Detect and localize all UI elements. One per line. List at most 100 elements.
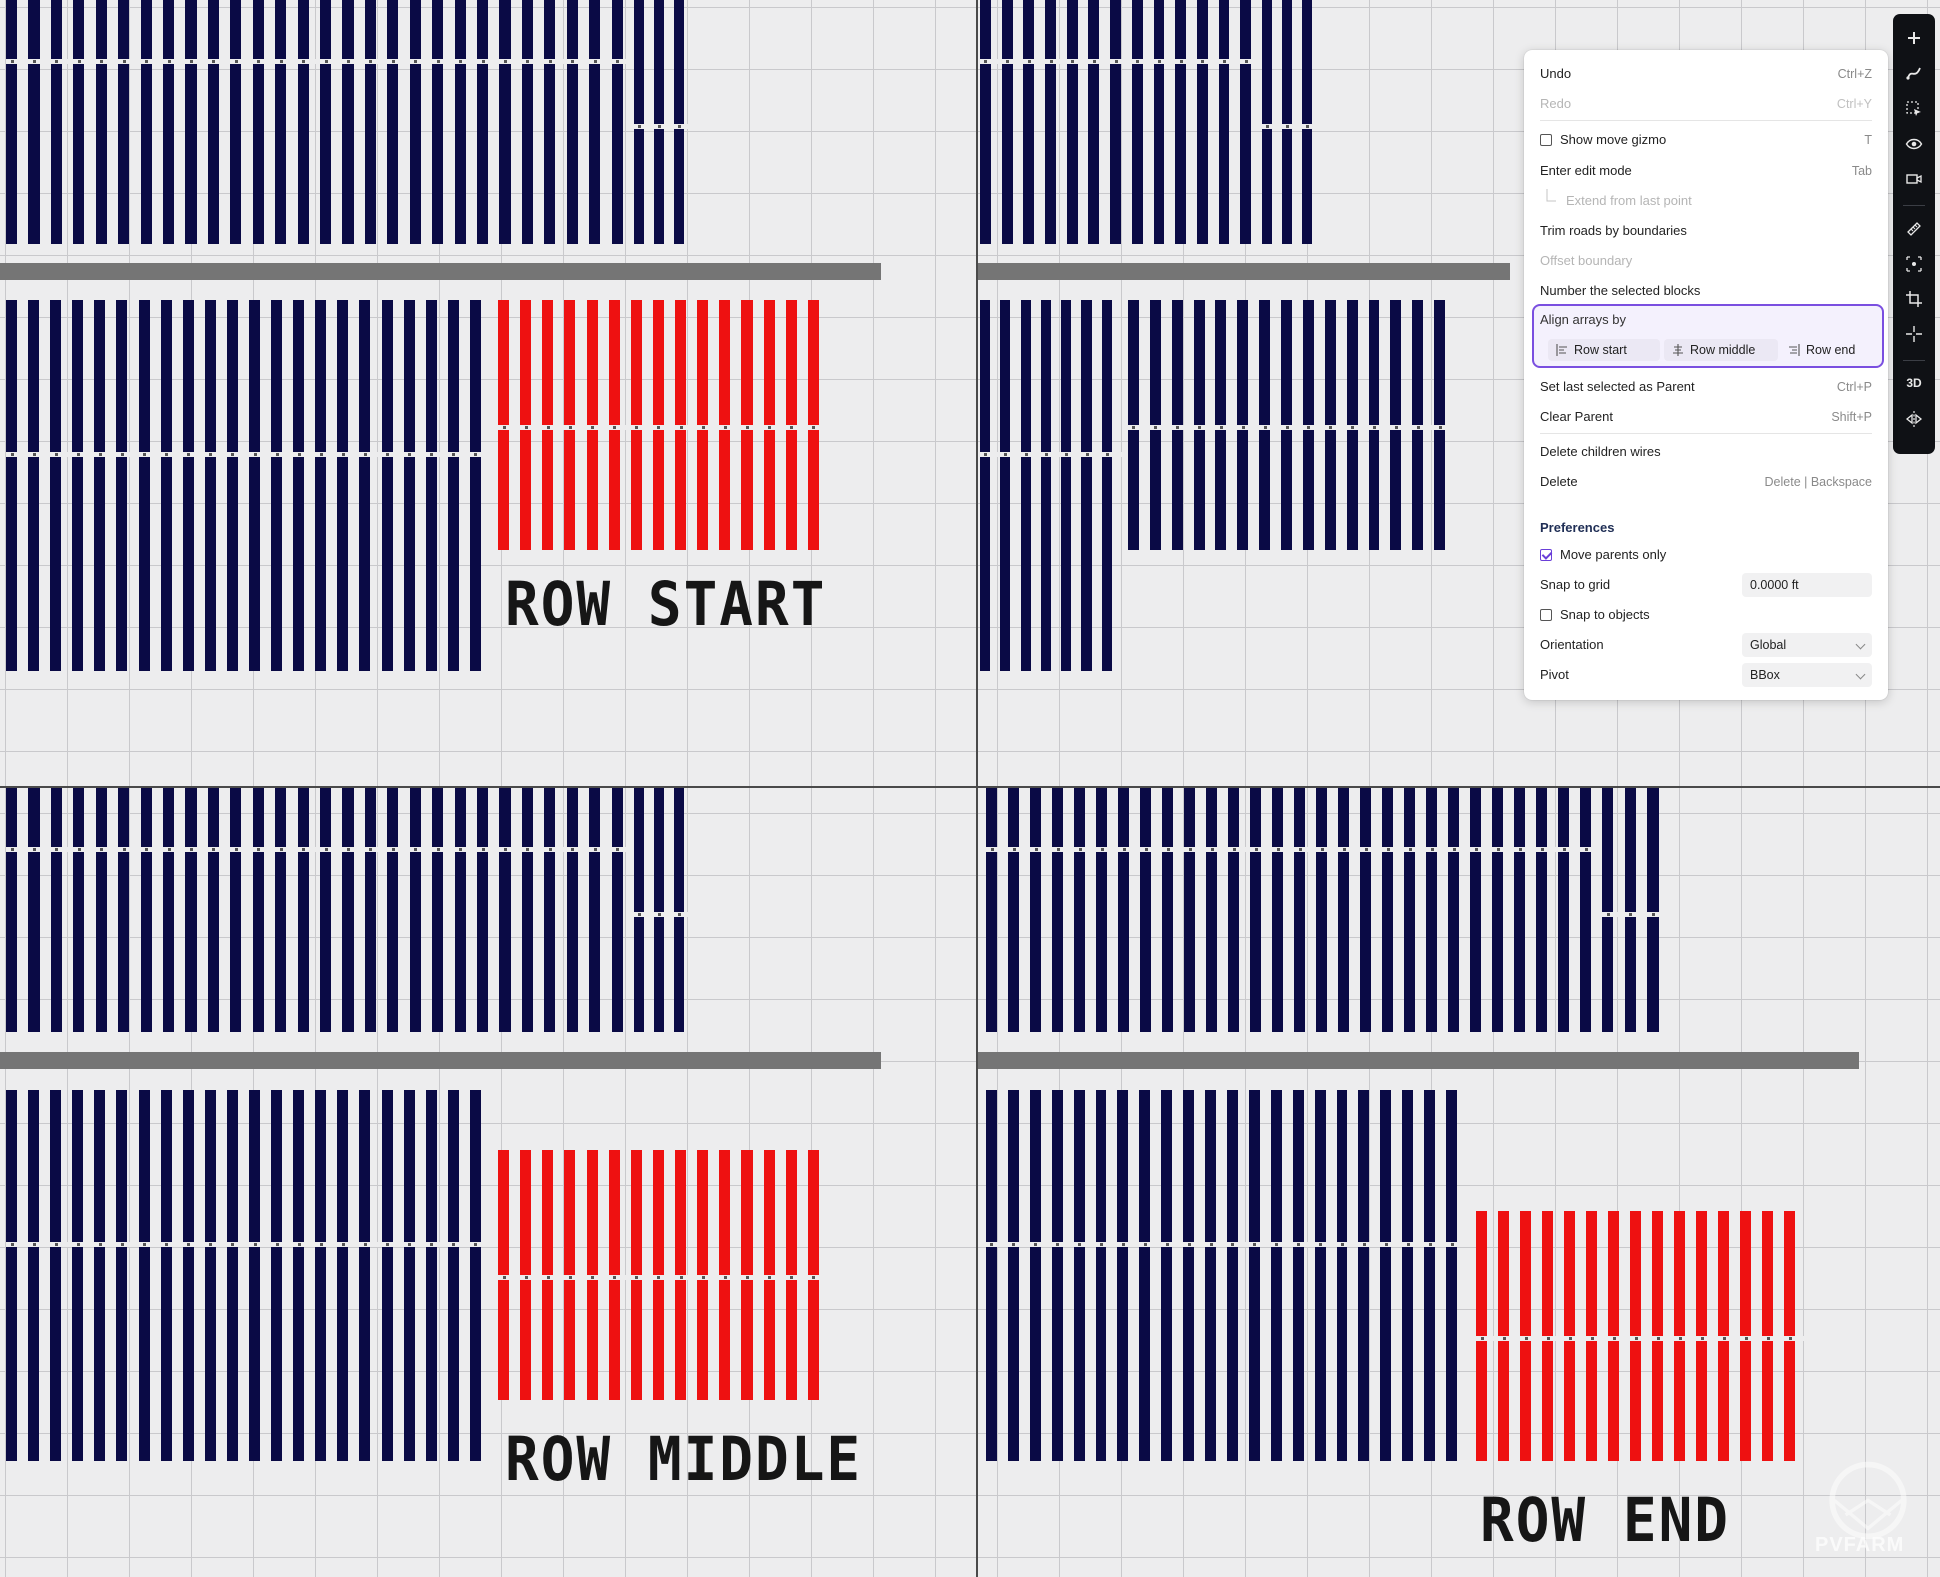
- pv-row[interactable]: [499, 788, 511, 1032]
- pv-array[interactable]: [6, 788, 634, 1032]
- pv-row[interactable]: [6, 0, 18, 244]
- pv-array[interactable]: [6, 300, 492, 671]
- pv-row[interactable]: [337, 1090, 349, 1461]
- pv-row[interactable]: [95, 0, 107, 244]
- pv-row[interactable]: [315, 1090, 327, 1461]
- orientation-select[interactable]: Global: [1742, 633, 1872, 657]
- menu-trim-roads[interactable]: Trim roads by boundaries: [1540, 219, 1872, 243]
- pv-row[interactable]: [1536, 788, 1547, 1032]
- pv-row[interactable]: [425, 300, 437, 671]
- pv-row[interactable]: [226, 1090, 238, 1461]
- pv-row[interactable]: [1282, 0, 1292, 244]
- pv-row[interactable]: [249, 300, 261, 671]
- pv-row[interactable]: [118, 788, 130, 1032]
- pv-row[interactable]: [28, 300, 40, 671]
- pv-row[interactable]: [275, 0, 287, 244]
- pv-row[interactable]: [499, 0, 511, 244]
- road[interactable]: [978, 1052, 1859, 1069]
- pv-row[interactable]: [359, 1090, 371, 1461]
- menu-undo[interactable]: Undo Ctrl+Z: [1540, 62, 1872, 86]
- pv-row[interactable]: [1008, 788, 1019, 1032]
- pv-row[interactable]: [409, 788, 421, 1032]
- pv-row[interactable]: [28, 1090, 40, 1461]
- menu-clear-parent[interactable]: Clear Parent Shift+P: [1540, 405, 1872, 429]
- pv-row[interactable]: [1382, 788, 1393, 1032]
- pv-row[interactable]: [252, 788, 264, 1032]
- pv-row[interactable]: [1314, 1090, 1326, 1461]
- pv-array[interactable]: [1128, 300, 1456, 550]
- pv-row[interactable]: [138, 300, 150, 671]
- pv-row[interactable]: [116, 1090, 128, 1461]
- pv-row[interactable]: [320, 788, 332, 1032]
- pv-row[interactable]: [1139, 1090, 1151, 1461]
- pv-row[interactable]: [381, 1090, 393, 1461]
- pv-array[interactable]: [6, 0, 634, 244]
- pv-row[interactable]: [566, 0, 578, 244]
- pv-row[interactable]: [1051, 1090, 1063, 1461]
- pen-route-icon[interactable]: [1899, 58, 1929, 88]
- pv-row[interactable]: [6, 788, 18, 1032]
- pv-row[interactable]: [986, 1090, 997, 1461]
- pv-row[interactable]: [163, 788, 175, 1032]
- pv-row[interactable]: [50, 788, 63, 1032]
- pv-row[interactable]: [409, 0, 421, 244]
- pv-row[interactable]: [1338, 788, 1349, 1032]
- pv-row[interactable]: [589, 788, 601, 1032]
- pv-row[interactable]: [1302, 0, 1312, 244]
- pv-array-selected[interactable]: [1476, 1211, 1806, 1461]
- pv-row[interactable]: [469, 300, 481, 671]
- road[interactable]: [0, 263, 881, 280]
- pv-row[interactable]: [230, 788, 242, 1032]
- pv-row[interactable]: [50, 1090, 62, 1461]
- pv-array[interactable]: [986, 1090, 1468, 1461]
- pv-row[interactable]: [1088, 0, 1100, 244]
- pv-row[interactable]: [1001, 0, 1013, 244]
- pv-array[interactable]: [634, 788, 694, 1032]
- snap-to-grid-input[interactable]: 0.0000 ft: [1742, 573, 1872, 597]
- pv-row[interactable]: [1316, 788, 1327, 1032]
- pivot-select[interactable]: BBox: [1742, 663, 1872, 687]
- pv-row[interactable]: [230, 0, 242, 244]
- pv-row[interactable]: [674, 0, 684, 244]
- pv-row[interactable]: [207, 788, 220, 1032]
- pv-row[interactable]: [359, 300, 371, 671]
- pv-row[interactable]: [95, 788, 107, 1032]
- pv-row[interactable]: [469, 1090, 481, 1461]
- pv-row[interactable]: [611, 0, 623, 244]
- pv-row[interactable]: [297, 788, 309, 1032]
- pv-row[interactable]: [204, 1090, 216, 1461]
- pv-row[interactable]: [566, 788, 578, 1032]
- pv-row[interactable]: [1045, 0, 1056, 244]
- pv-array[interactable]: [1262, 0, 1322, 244]
- pv-row[interactable]: [1380, 1090, 1392, 1461]
- pv-row[interactable]: [28, 0, 40, 244]
- pv-row[interactable]: [980, 300, 991, 671]
- plus-icon[interactable]: [1899, 23, 1929, 53]
- pref-move-parents-only[interactable]: Move parents only: [1540, 543, 1872, 567]
- pv-row[interactable]: [1292, 1090, 1304, 1461]
- pv-row[interactable]: [1402, 1090, 1414, 1461]
- pv-row[interactable]: [1117, 1090, 1129, 1461]
- show-move-gizmo-checkbox[interactable]: [1540, 134, 1552, 146]
- mirror-icon[interactable]: [1899, 404, 1929, 434]
- pv-row[interactable]: [72, 1090, 84, 1461]
- pv-row[interactable]: [1514, 788, 1525, 1032]
- 3d-toggle[interactable]: 3D: [1906, 376, 1922, 390]
- pv-row[interactable]: [1110, 0, 1121, 244]
- align-row-end-button[interactable]: Row end: [1780, 339, 1880, 361]
- pv-row[interactable]: [1118, 788, 1129, 1032]
- pv-row[interactable]: [337, 300, 349, 671]
- pv-row[interactable]: [73, 0, 85, 244]
- pv-array[interactable]: [980, 300, 1122, 671]
- ruler-icon[interactable]: [1899, 214, 1929, 244]
- pv-row[interactable]: [1081, 300, 1092, 671]
- menu-delete-children-wires[interactable]: Delete children wires: [1540, 440, 1872, 464]
- pv-row[interactable]: [1404, 788, 1415, 1032]
- pv-row[interactable]: [163, 0, 175, 244]
- pv-row[interactable]: [252, 0, 264, 244]
- pv-row[interactable]: [403, 300, 415, 671]
- pv-row[interactable]: [387, 788, 399, 1032]
- pv-row[interactable]: [1228, 788, 1239, 1032]
- pv-row[interactable]: [477, 0, 489, 244]
- pv-row[interactable]: [1358, 1090, 1370, 1461]
